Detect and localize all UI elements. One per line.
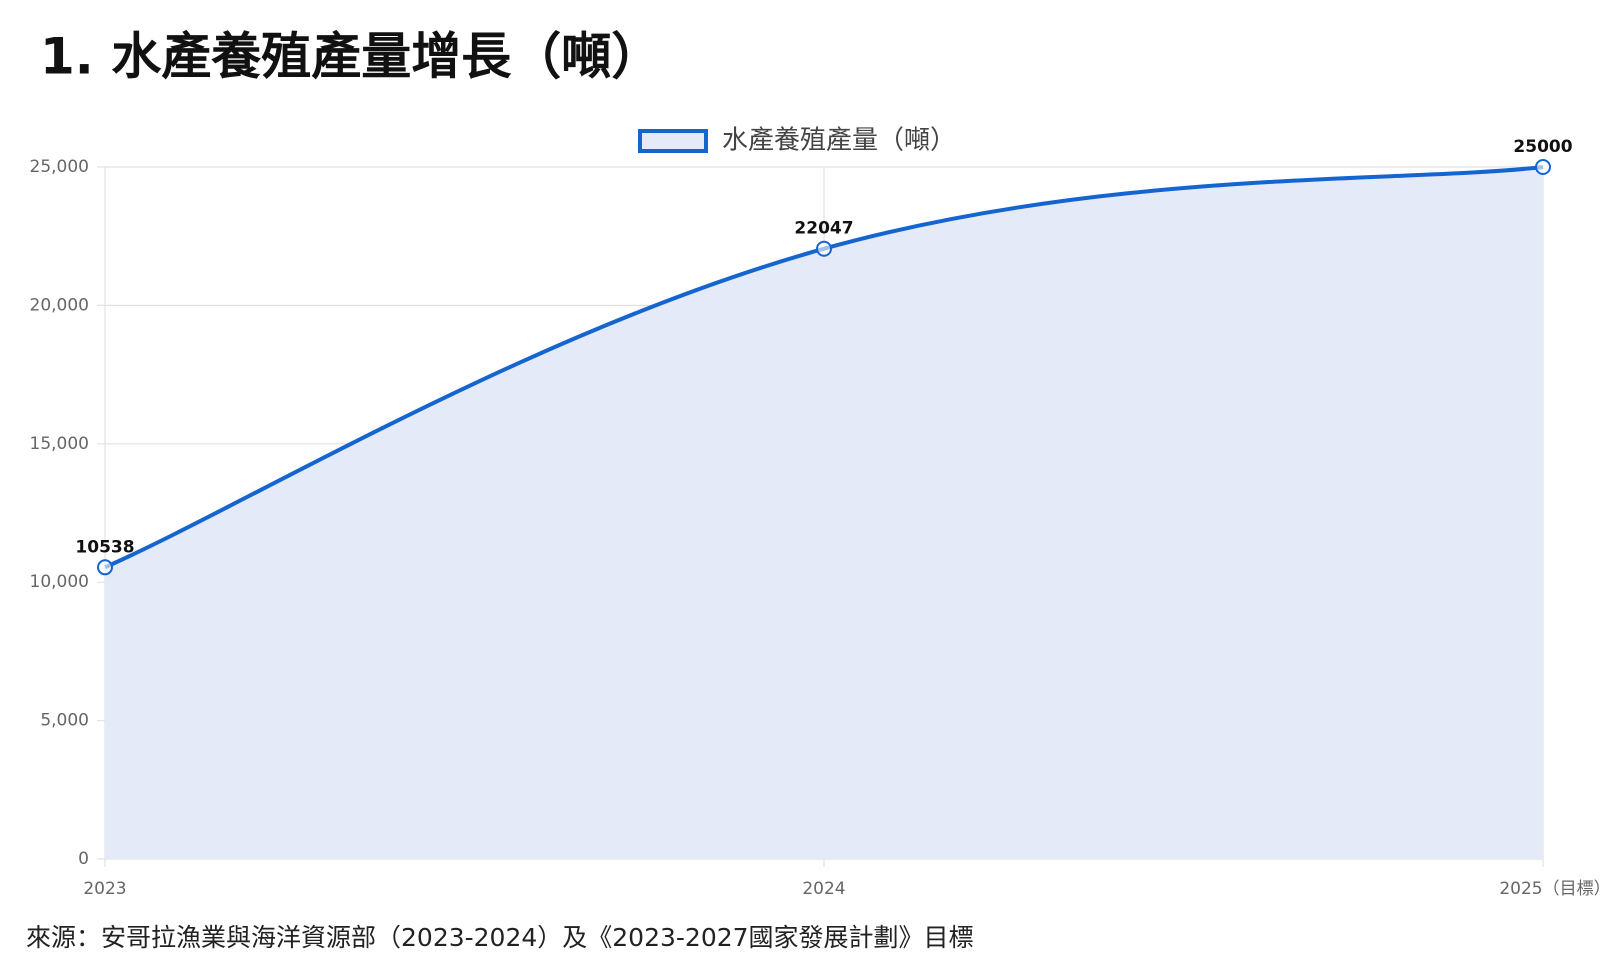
y-tick-label: 5,000 — [40, 711, 89, 731]
point — [816, 240, 832, 257]
legend-label: 水產養殖產量（噸） — [722, 126, 956, 156]
y-tick-label: 15,000 — [30, 434, 89, 454]
area — [105, 167, 1543, 859]
y-tick-label: 25,000 — [30, 157, 89, 177]
legend-swatch — [638, 129, 708, 153]
data-label: 25000 — [1513, 137, 1572, 157]
x-tick-label: 2024 — [802, 879, 845, 899]
point — [97, 559, 113, 576]
y-tick-label: 0 — [78, 849, 89, 869]
source-note: 來源：安哥拉漁業與海洋資源部（2023-2024）及《2023-2027國家發展… — [26, 923, 974, 952]
point — [1535, 159, 1551, 175]
chart-title: 1. 水產養殖產量增長（噸） — [40, 28, 661, 86]
x-tick-label: 2023 — [83, 879, 126, 899]
data-label: 22047 — [794, 219, 853, 239]
y-tick-label: 10,000 — [30, 572, 89, 592]
data-label: 10538 — [75, 537, 134, 557]
x-tick-label: 2025（目標） — [1499, 879, 1610, 899]
y-tick-label: 20,000 — [30, 295, 89, 315]
